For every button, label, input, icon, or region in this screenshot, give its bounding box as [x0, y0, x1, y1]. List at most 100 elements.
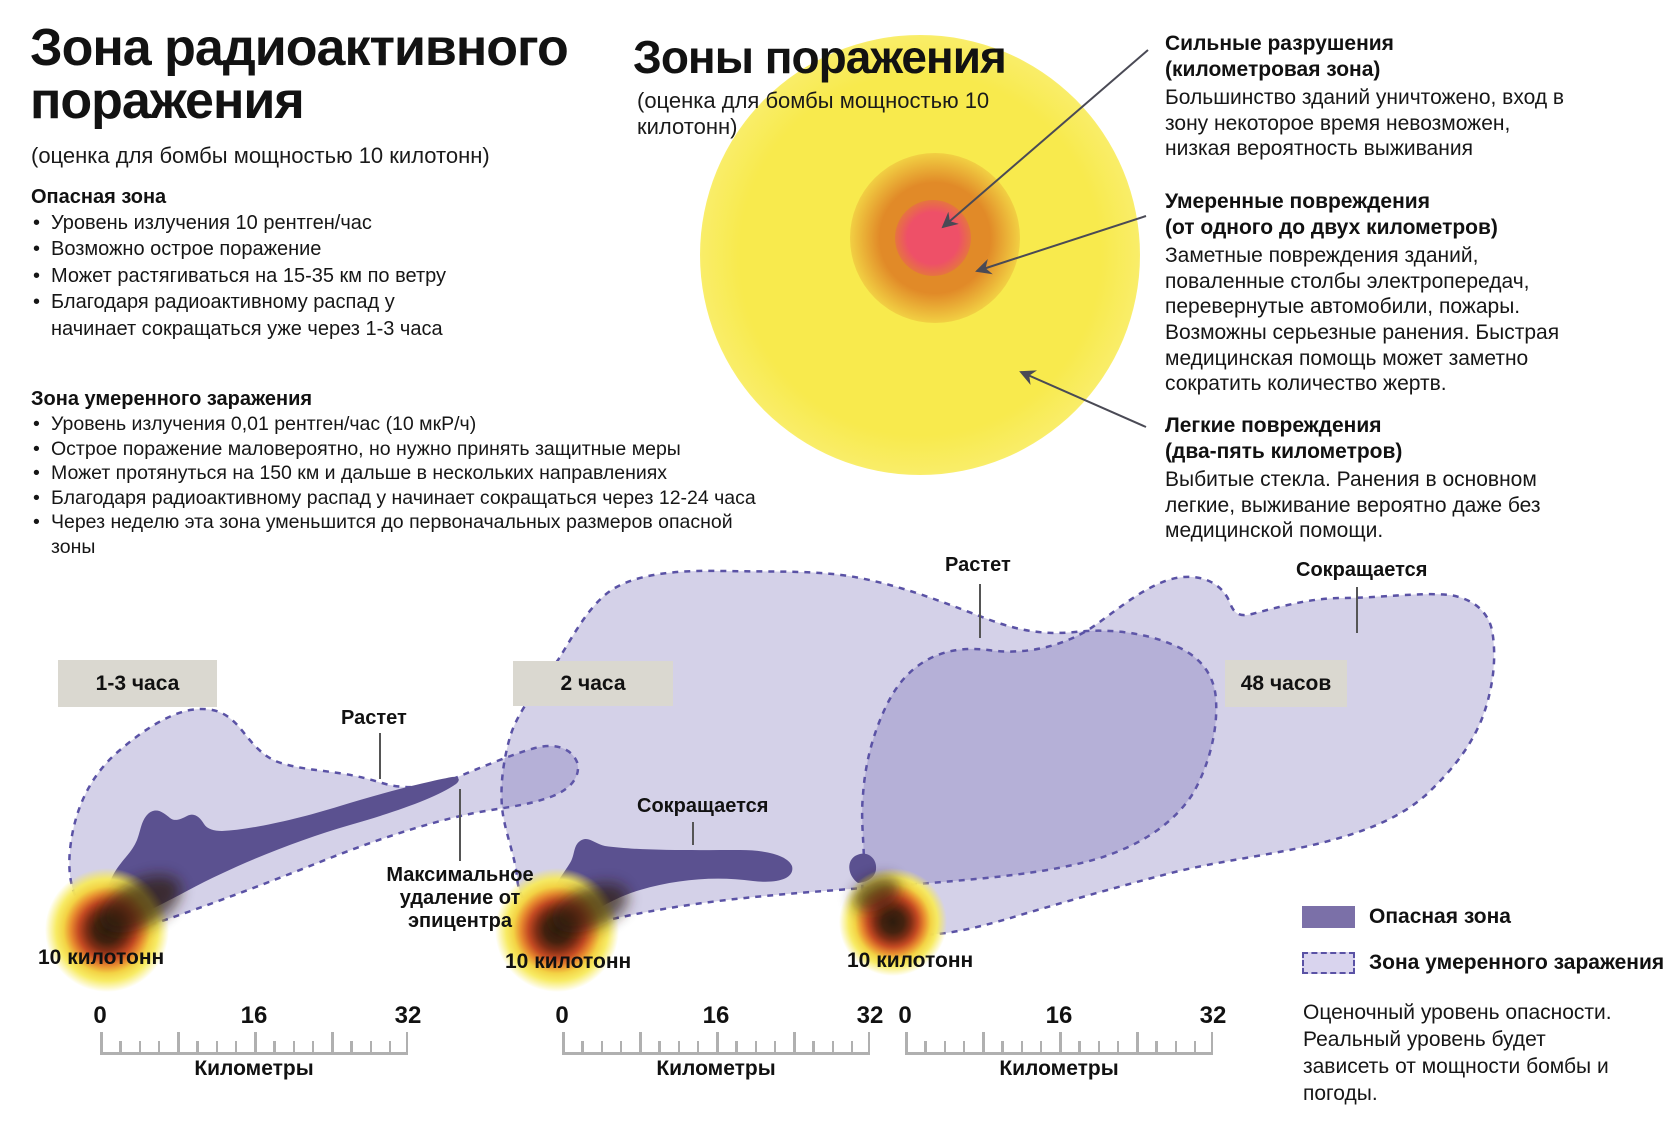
bullet-item: Уровень излучения 0,01 рентген/час (10 м…: [31, 412, 771, 437]
grow-label-map1: Растет: [341, 707, 407, 729]
arrow-light-zone: [1019, 370, 1147, 428]
zone-desc-light-title: Легкие повреждения: [1165, 414, 1382, 437]
ruler-tick: [157, 1041, 161, 1052]
scale-ruler-2: 0 16 32 Километры: [555, 1002, 883, 1082]
ruler-tick: [1097, 1041, 1100, 1052]
scale-unit-label: Километры: [656, 1057, 776, 1080]
ruler-tick: [1155, 1041, 1158, 1052]
ruler-tick: [962, 1041, 966, 1052]
ruler-tick: [812, 1041, 815, 1052]
ruler-tick: [215, 1041, 218, 1052]
bullet-item: Возможно острое поражение: [31, 236, 481, 263]
tick-label-32: 32: [856, 1002, 884, 1029]
scale-ruler-ticks: [562, 1030, 870, 1055]
ruler-tick: [658, 1041, 661, 1052]
grow-leader-line-map2: [979, 584, 981, 638]
ruler-tick: [773, 1041, 777, 1052]
ruler-tick: [831, 1041, 834, 1052]
bullet-item: Острое поражение маловероятно, но нужно …: [31, 437, 771, 462]
ruler-tick: [1174, 1041, 1177, 1052]
ruler-tick: [735, 1041, 738, 1052]
arrow-moderate-zone: [975, 215, 1147, 275]
zone-desc-severe: Сильные разрушения (километровая зона) Б…: [1165, 31, 1565, 162]
tick-label-0: 0: [555, 1002, 569, 1029]
ruler-tick: [350, 1041, 353, 1052]
page-title: Зона радиоактивного поражения: [30, 19, 569, 131]
time-badge-2: 2 часа: [513, 661, 673, 706]
ruler-tick: [1020, 1041, 1023, 1052]
shrink-leader-line-map3: [1356, 587, 1358, 633]
ruler-tick: [1039, 1041, 1043, 1052]
tick-label-16: 16: [1045, 1002, 1073, 1029]
ruler-tick: [639, 1032, 642, 1052]
zone-desc-light: Легкие повреждения (два-пять километров)…: [1165, 413, 1565, 544]
ruler-tick: [234, 1041, 238, 1052]
ruler-tick: [867, 1032, 870, 1052]
zone-desc-light-body: Выбитые стекла. Ранения в основном легки…: [1165, 468, 1541, 543]
ruler-tick: [254, 1032, 257, 1052]
grow-label-map2: Растет: [945, 554, 1011, 576]
danger-plume-map1: [106, 776, 459, 928]
zone-desc-moderate-body: Заметные повреждения зданий, поваленные …: [1165, 244, 1560, 396]
ruler-tick: [696, 1041, 700, 1052]
zone-desc-moderate-subtitle: (от одного до двух километров): [1165, 215, 1498, 239]
zone-desc-severe-body: Большинство зданий уничтожено, вход в зо…: [1165, 86, 1565, 161]
blast-diagram-subtitle: (оценка для бомбы мощностью 10 килотонн): [637, 88, 990, 139]
ruler-tick: [1001, 1041, 1004, 1052]
ruler-tick: [754, 1041, 757, 1052]
bullet-item: Уровень излучения 10 рентген/час: [31, 210, 481, 237]
ruler-tick: [982, 1032, 985, 1052]
zone-desc-severe-subtitle: (километровая зона): [1165, 57, 1381, 81]
moderate-zone-heading: Зона умеренного заражения: [31, 388, 313, 410]
ruler-tick: [924, 1041, 927, 1052]
zone-desc-severe-title: Сильные разрушения: [1165, 32, 1394, 55]
scale-unit-label: Километры: [999, 1057, 1119, 1080]
ruler-tick: [677, 1041, 680, 1052]
ruler-tick: [177, 1032, 180, 1052]
ruler-tick: [1193, 1041, 1197, 1052]
ruler-tick: [138, 1041, 141, 1052]
ruler-tick: [793, 1032, 796, 1052]
danger-zone-bullet-list: Уровень излучения 10 рентген/час Возможн…: [31, 210, 481, 342]
yield-label-map3: 10 килотонн: [847, 949, 974, 972]
max-distance-label: Максимальное удаление от эпицентра: [386, 864, 534, 932]
legend-label: Опасная зона: [1369, 905, 1511, 928]
ruler-tick: [273, 1041, 276, 1052]
ruler-tick: [943, 1041, 946, 1052]
ruler-tick: [1059, 1032, 1062, 1052]
ruler-tick: [562, 1032, 565, 1052]
moderate-zone-map2: [500, 569, 1218, 932]
ruler-tick: [1116, 1041, 1120, 1052]
scale-ruler-ticks: [100, 1030, 408, 1055]
ruler-tick: [311, 1041, 315, 1052]
fallout-smudge-map2: [552, 883, 628, 933]
blast-diagram-title: Зоны поражения: [633, 31, 1007, 83]
time-badge-3: 48 часов: [1225, 660, 1347, 707]
pointer-arrows-layer: [941, 49, 1149, 428]
scale-ruler-numbers: 0 16 32: [555, 1002, 883, 1030]
ruler-tick: [1136, 1032, 1139, 1052]
legend-label: Зона умеренного заражения: [1369, 951, 1665, 974]
legend-item-moderate-zone: Зона умеренного заражения: [1302, 951, 1664, 975]
ruler-tick: [100, 1032, 103, 1052]
fallout-maps-layer: [45, 569, 1496, 992]
danger-zone-heading: Опасная зона: [31, 186, 167, 208]
scale-ruler-1: 0 16 32 Километры: [93, 1002, 421, 1082]
ruler-tick: [388, 1041, 392, 1052]
shrink-label-map3: Сокращается: [1296, 559, 1428, 581]
yield-label-map2: 10 килотонн: [505, 950, 632, 973]
ruler-tick: [369, 1041, 372, 1052]
moderate-zone-bullet-list: Уровень излучения 0,01 рентген/час (10 м…: [31, 412, 771, 559]
bullet-item: Через неделю эта зона уменьшится до перв…: [31, 510, 771, 559]
bullet-item: Может протянуться на 150 км и дальше в н…: [31, 461, 771, 486]
legend-item-danger-zone: Опасная зона: [1302, 905, 1511, 929]
scale-ruler-3: 0 16 32 Километры: [898, 1002, 1226, 1082]
bullet-item: Благодаря радиоактивному распад у начина…: [31, 289, 481, 342]
ruler-tick: [1210, 1032, 1213, 1052]
shrink-label-map2: Сокращается: [637, 795, 769, 817]
ruler-tick: [905, 1032, 908, 1052]
bullet-item: Может растягиваться на 15-35 км по ветру: [31, 263, 481, 290]
time-badge-1: 1-3 часа: [58, 660, 217, 707]
scale-ruler-ticks: [905, 1030, 1213, 1055]
danger-zone-swatch: [1302, 906, 1355, 928]
